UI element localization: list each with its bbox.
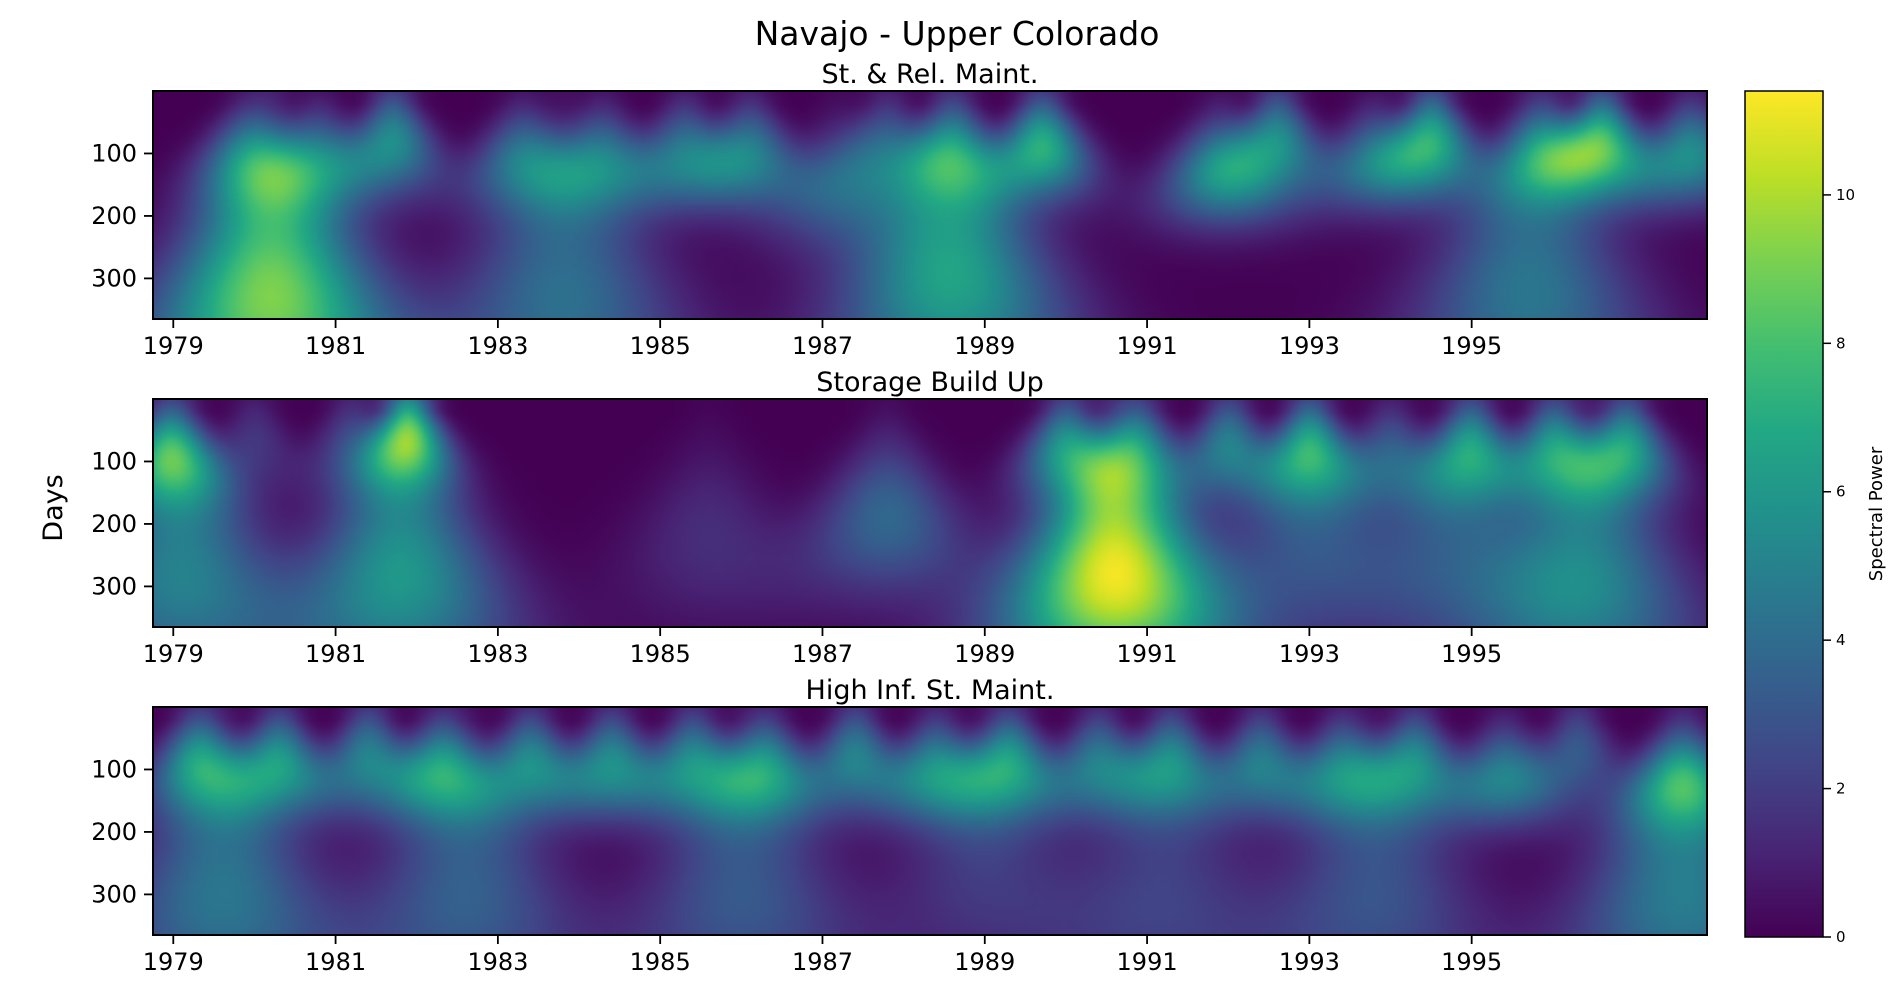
x-tick-label: 1991 [1117,948,1178,976]
x-tick-label: 1987 [792,332,853,360]
y-tick-label: 100 [91,139,137,167]
y-tick-label: 300 [91,572,137,600]
colorbar-tick-label: 6 [1836,483,1846,501]
x-tick-label: 1995 [1441,640,1502,668]
x-tick-label: 1981 [305,640,366,668]
panel-1: St. & Rel. Maint. 1979 1981 1983 1985 1987 198… [91,59,1708,360]
colorbar-tick-label: 4 [1836,631,1846,649]
x-tick-label: 1985 [630,332,691,360]
x-tick-label: 1983 [467,948,528,976]
colorbar-tick-label: 2 [1836,780,1846,798]
panel-title: St. & Rel. Maint. [822,59,1039,90]
x-tick-label: 1981 [305,948,366,976]
x-tick-label: 1983 [467,332,528,360]
heatmap-image [153,399,1707,627]
colorbar-tick-label: 10 [1836,186,1855,204]
x-tick-label: 1987 [792,640,853,668]
panel-2: Storage Build Up 1979 1981 1983 1985 1987 1989… [91,367,1708,668]
x-tick-label: 1985 [630,948,691,976]
plot-frame [152,398,1708,628]
x-tick-label: 1985 [630,640,691,668]
panel-title: High Inf. St. Maint. [806,675,1055,706]
y-tick-label: 300 [91,264,137,292]
x-tick-label: 1991 [1117,332,1178,360]
plot-frame [152,706,1708,936]
colorbar-gradient [1744,90,1824,938]
x-tick-label: 1987 [792,948,853,976]
heatmap-image [153,707,1707,935]
y-tick-label: 300 [91,880,137,908]
x-tick-label: 1993 [1279,640,1340,668]
panels: St. & Rel. Maint. 1979 1981 1983 1985 1987 198… [91,59,1708,976]
x-tick-label: 1995 [1441,332,1502,360]
y-tick-label: 200 [91,818,137,846]
x-tick-label: 1989 [954,332,1015,360]
y-tick-label: 100 [91,755,137,783]
colorbar-ticks: 0 2 4 6 8 10 [1823,186,1855,946]
colorbar: 0 2 4 6 8 10 Spectral Power [1744,90,1887,946]
plot-frame [152,90,1708,320]
x-tick-label: 1979 [143,332,204,360]
x-tick-label: 1991 [1117,640,1178,668]
y-tick-label: 200 [91,510,137,538]
y-tick-label: 100 [91,447,137,475]
colorbar-label: Spectral Power [1866,446,1887,581]
figure-title: Navajo - Upper Colorado [755,14,1160,53]
x-tick-label: 1989 [954,948,1015,976]
x-tick-label: 1993 [1279,332,1340,360]
colorbar-tick-label: 0 [1836,928,1846,946]
x-tick-label: 1979 [143,640,204,668]
x-tick-label: 1995 [1441,948,1502,976]
x-tick-label: 1989 [954,640,1015,668]
panel-3: High Inf. St. Maint. 1979 1981 1983 1985 1987… [91,675,1708,976]
heatmap-image [153,91,1707,319]
panel-title: Storage Build Up [816,367,1043,398]
x-tick-label: 1993 [1279,948,1340,976]
x-tick-label: 1981 [305,332,366,360]
x-tick-label: 1979 [143,948,204,976]
y-axis-label: Days [38,474,69,541]
colorbar-tick-label: 8 [1836,334,1846,352]
y-tick-label: 200 [91,202,137,230]
x-tick-label: 1983 [467,640,528,668]
